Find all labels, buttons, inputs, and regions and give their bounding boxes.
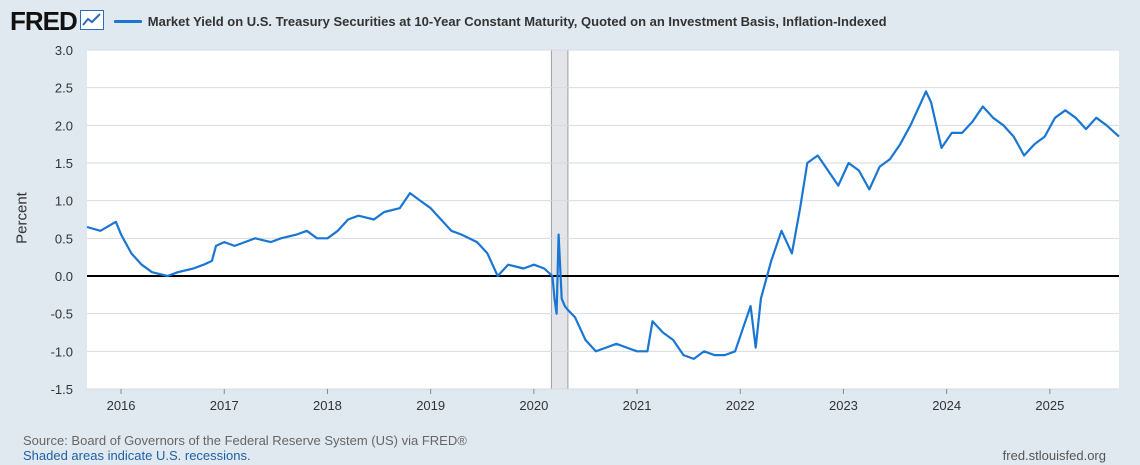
plot-area <box>87 50 1119 389</box>
chart-title: Market Yield on U.S. Treasury Securities… <box>147 14 887 29</box>
site-url[interactable]: fred.stlouisfed.org <box>1002 448 1106 463</box>
recession-shading <box>550 49 569 390</box>
x-tick-label: 2024 <box>932 398 961 413</box>
chart-footer: Source: Board of Governors of the Federa… <box>23 433 467 463</box>
x-tick-label: 2023 <box>829 398 858 413</box>
y-tick-label: 2.0 <box>55 118 73 133</box>
x-tick-label: 2018 <box>313 398 342 413</box>
chart-legend: Market Yield on U.S. Treasury Securities… <box>113 14 887 29</box>
x-tick-label: 2017 <box>210 398 239 413</box>
x-tick-label: 2022 <box>726 398 755 413</box>
y-tick-label: 1.0 <box>55 194 73 209</box>
y-tick-label: 0.5 <box>55 231 73 246</box>
y-tick-label: 3.0 <box>55 43 73 58</box>
series-line <box>86 90 1120 360</box>
fred-logo[interactable]: FRED <box>10 6 78 36</box>
x-tick-label: 2020 <box>519 398 548 413</box>
source-note: Source: Board of Governors of the Federa… <box>23 433 467 448</box>
x-tick-label: 2016 <box>107 398 136 413</box>
x-tick-label: 2021 <box>623 398 652 413</box>
legend-swatch <box>113 20 142 23</box>
y-tick-label: -1.5 <box>51 382 73 397</box>
y-tick-label: 0.0 <box>55 269 73 284</box>
y-tick-label: 1.5 <box>55 156 73 171</box>
x-tick-label: 2025 <box>1035 398 1064 413</box>
chart-trend-icon <box>79 9 104 35</box>
y-tick-label: -0.5 <box>51 307 73 322</box>
y-tick-label: -1.0 <box>51 344 73 359</box>
y-tick-label: 2.5 <box>55 81 73 96</box>
x-tick-label: 2019 <box>416 398 445 413</box>
recession-note-link[interactable]: Shaded areas indicate U.S. recessions. <box>23 448 251 463</box>
chart-header: FRED Market Yield on U.S. Treasury Secur… <box>10 6 887 36</box>
